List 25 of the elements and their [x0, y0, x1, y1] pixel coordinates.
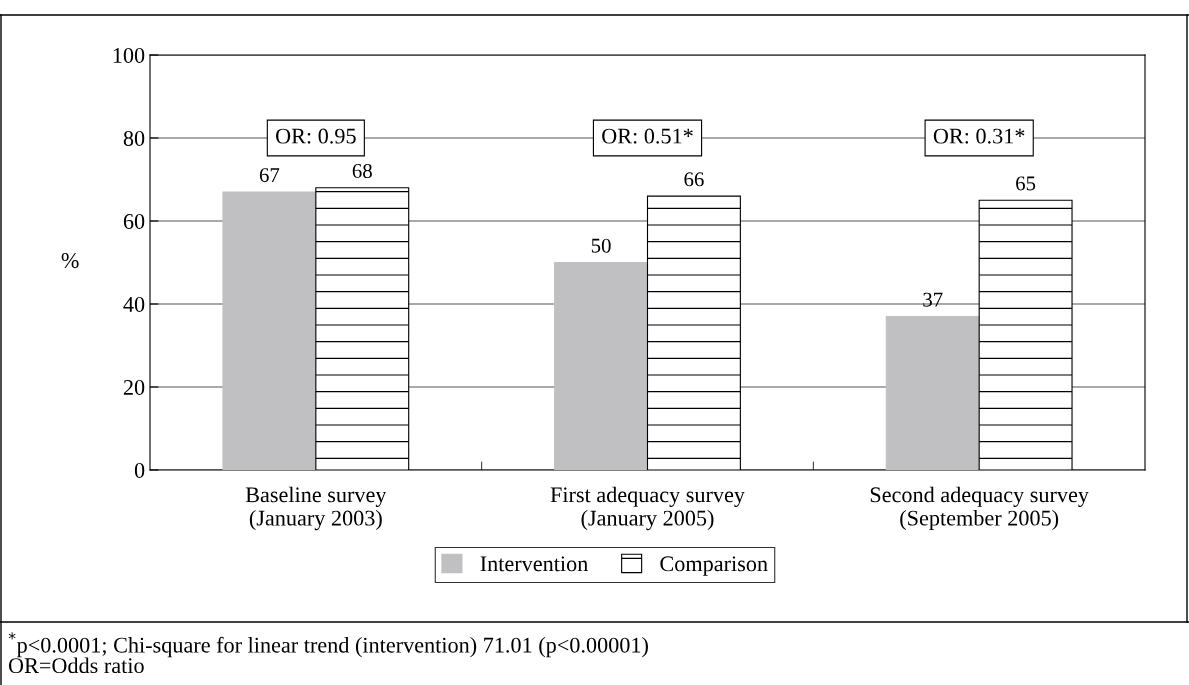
- y-tick-label: 20: [123, 379, 145, 395]
- bar: [222, 191, 317, 470]
- data-label: 67: [259, 168, 280, 183]
- y-axis-title: %: [61, 253, 79, 269]
- data-label: 66: [684, 172, 704, 187]
- data-label: 37: [923, 292, 943, 307]
- y-tick-label: 60: [123, 213, 145, 229]
- y-tick-label: 40: [123, 296, 145, 312]
- legend-label: Intervention: [480, 556, 588, 572]
- data-label: 65: [1016, 176, 1036, 191]
- y-tick-label: 80: [123, 130, 145, 146]
- data-label: 68: [352, 163, 372, 179]
- legend-label: Comparison: [660, 556, 768, 576]
- y-tick-label: 100: [113, 47, 145, 63]
- annotation: OR: 0.51*: [602, 128, 693, 144]
- data-label: 50: [591, 238, 611, 253]
- bar: [885, 315, 980, 470]
- annotation: OR: 0.95: [276, 128, 356, 144]
- text: $^{*}$p<0.0001; Chi-square for linear trend (intervention) 71.01 (p<0.00001) OR=Odds ratio: [8, 632, 648, 674]
- annotation: OR: 0.31*: [933, 128, 1025, 144]
- x-tick-label: Baseline survey (January 2003): [245, 486, 387, 531]
- y-tick-label: 0: [134, 462, 145, 478]
- x-tick-label: Second adequacy survey (September 2005): [870, 486, 1089, 531]
- x-tick-label: First adequacy survey (January 2005): [550, 486, 745, 531]
- bar: [554, 261, 649, 470]
